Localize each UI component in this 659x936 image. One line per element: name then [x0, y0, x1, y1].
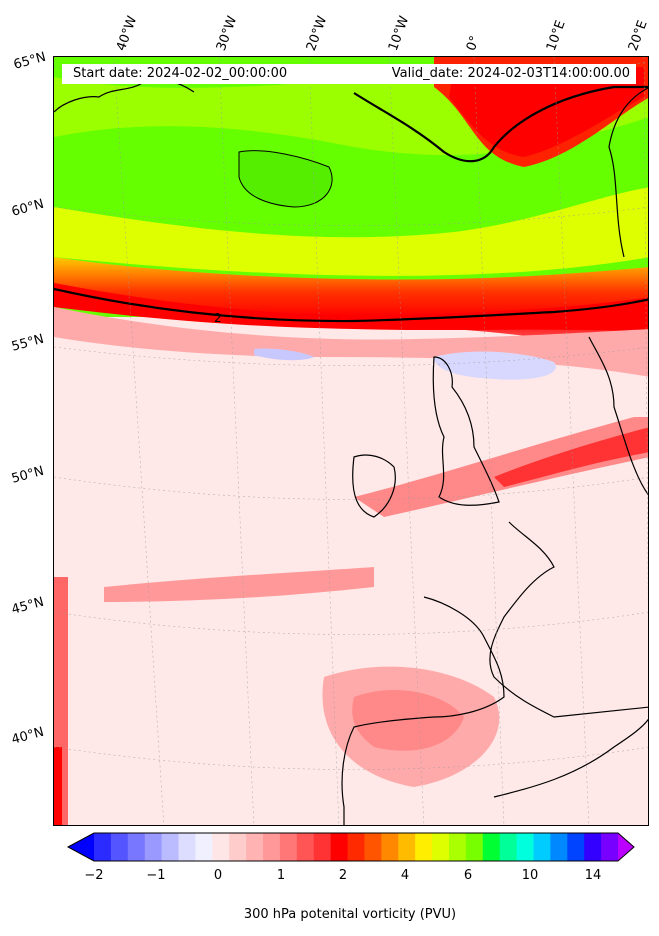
- valid-date-label: Valid_date: 2024-02-03T14:00:00.00: [391, 66, 630, 81]
- colorbar-segment: [296, 833, 315, 861]
- colorbar-segment: [516, 833, 534, 861]
- colorbar-segment: [110, 833, 129, 861]
- lon-label-0: 0°: [463, 33, 484, 53]
- colorbar-tick: 1: [276, 868, 286, 883]
- colorbar-segment: [144, 833, 163, 861]
- pv-map-canvas: 2: [54, 57, 648, 825]
- colorbar-segment: [195, 833, 213, 861]
- colorbar-tick: 4: [400, 868, 410, 883]
- lat-label-45n: 45°N: [10, 594, 46, 618]
- colorbar-tick: 10: [521, 868, 539, 883]
- lat-label-50n: 50°N: [10, 463, 46, 487]
- colorbar-segment: [313, 833, 332, 861]
- lat-label-40n: 40°N: [10, 724, 46, 748]
- colorbar-segment: [465, 833, 484, 861]
- colorbar-segment: [381, 833, 399, 861]
- colorbar-segment: [364, 833, 382, 861]
- colorbar-segment: [263, 833, 281, 861]
- colorbar-segment: [533, 833, 551, 861]
- colorbar-tick: −1: [146, 868, 166, 883]
- contour-label-2: 2: [214, 311, 222, 325]
- pv-map: 2: [53, 56, 649, 826]
- colorbar-segment: [94, 833, 112, 861]
- lon-label-20w: 20°W: [303, 14, 331, 53]
- colorbar-segment: [448, 833, 467, 861]
- colorbar-segment: [229, 833, 247, 861]
- colorbar-segment: [567, 833, 585, 861]
- colorbar-segment: [330, 833, 349, 861]
- colorbar-segment: [347, 833, 365, 861]
- colorbar-segment: [550, 833, 568, 861]
- lon-label-10w: 10°W: [385, 14, 413, 53]
- colorbar-segment: [127, 833, 146, 861]
- colorbar-segment: [601, 833, 619, 861]
- lat-label-55n: 55°N: [10, 331, 46, 355]
- colorbar: [66, 832, 635, 862]
- start-date-label: Start date: 2024-02-02_00:00:00: [73, 66, 288, 81]
- lon-label-40w: 40°W: [113, 14, 141, 53]
- lon-label-30w: 30°W: [213, 14, 241, 53]
- colorbar-outline: [66, 832, 635, 862]
- colorbar-segment: [499, 833, 518, 861]
- colorbar-tick: 0: [213, 868, 223, 883]
- colorbar-segment: [178, 833, 196, 861]
- colorbar-tick: −2: [84, 868, 104, 883]
- colorbar-segment: [161, 833, 180, 861]
- lat-label-65n: 65°N: [12, 49, 48, 73]
- colorbar-segment: [432, 833, 450, 861]
- colorbar-extend-low: [68, 833, 94, 861]
- colorbar-segment: [279, 833, 298, 861]
- colorbar-segment: [584, 833, 602, 861]
- colorbar-title: 300 hPa potenital vorticity (PVU): [243, 907, 457, 922]
- colorbar-segment: [212, 833, 230, 861]
- colorbar-segment: [415, 833, 433, 861]
- colorbar-segment: [482, 833, 501, 861]
- lat-label-60n: 60°N: [10, 196, 46, 220]
- colorbar-tick: 14: [584, 868, 602, 883]
- lon-label-20e: 20°E: [625, 18, 651, 53]
- colorbar-extend-high: [618, 833, 634, 861]
- date-header: Start date: 2024-02-02_00:00:00 Valid_da…: [62, 64, 636, 84]
- colorbar-segment: [398, 833, 416, 861]
- colorbar-tick: 2: [338, 868, 348, 883]
- colorbar-tick: 6: [463, 868, 473, 883]
- lon-label-10e: 10°E: [543, 18, 569, 53]
- colorbar-segment: [246, 833, 264, 861]
